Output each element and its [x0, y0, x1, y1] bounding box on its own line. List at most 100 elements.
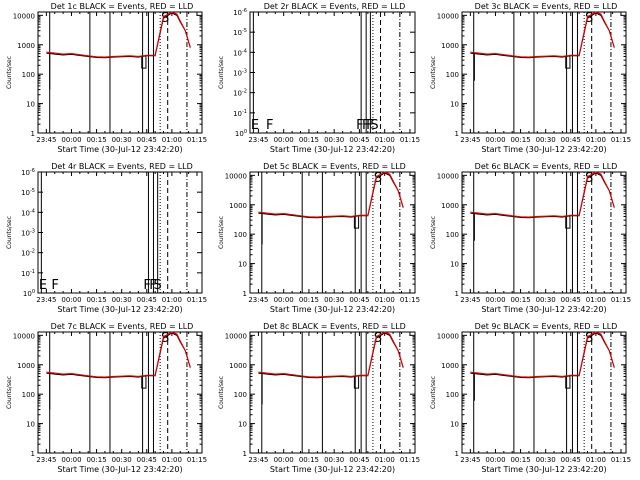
plot-frame — [461, 11, 627, 134]
x-tick-label: 00:45 — [349, 136, 369, 144]
y-tick-label: 10 — [238, 261, 247, 269]
x-tick-label: 01:15 — [611, 296, 631, 304]
y-tick-label: 10 — [238, 421, 247, 429]
x-tick-label: 00:30 — [324, 296, 344, 304]
x-axis-label: Start Time (30-Jul-12 23:42:20) — [57, 305, 182, 314]
x-axis-label: Start Time (30-Jul-12 23:42:20) — [481, 145, 606, 154]
y-tick-label: 1 — [31, 450, 35, 458]
chart-title: Det 6c BLACK = Events, RED = LLD — [475, 162, 618, 171]
x-tick-label: 00:00 — [61, 296, 81, 304]
y-tick-label: 100 — [446, 71, 459, 79]
x-tick-label: 00:45 — [561, 456, 581, 464]
x-axis-label: Start Time (30-Jul-12 23:42:20) — [57, 465, 182, 474]
y-tick-label: 10-1 — [21, 269, 35, 278]
x-tick-label: 23:45 — [460, 296, 480, 304]
flag-letter: F — [366, 118, 373, 133]
series-events-line — [470, 172, 615, 219]
flag-letter: E — [251, 118, 259, 133]
x-tick-label: 01:00 — [375, 136, 395, 144]
x-tick-label: 00:45 — [137, 296, 157, 304]
flag-letter: S — [585, 331, 593, 346]
y-axis-label: Counts/sec — [6, 56, 13, 89]
plot-frame — [37, 331, 203, 454]
y-tick-label: 10-1 — [233, 109, 247, 118]
y-tick-label: 10000 — [225, 332, 247, 340]
x-tick-label: 00:00 — [274, 136, 294, 144]
x-tick-label: 00:00 — [485, 136, 505, 144]
events-dip — [565, 216, 571, 229]
x-tick-label: 00:45 — [137, 456, 157, 464]
flag-letter: S — [374, 171, 382, 186]
y-tick-label: 1 — [31, 130, 35, 138]
x-tick-label: 01:00 — [375, 456, 395, 464]
events-dip — [141, 376, 147, 389]
x-tick-label: 01:00 — [586, 456, 606, 464]
y-axis-label: Counts/sec — [218, 216, 225, 249]
y-tick-label: 1000 — [229, 202, 247, 210]
x-tick-label: 01:15 — [187, 296, 207, 304]
chart-title: Det 9c BLACK = Events, RED = LLD — [475, 322, 618, 331]
flag-letter: S — [374, 331, 382, 346]
flag-letter: F — [149, 278, 156, 293]
y-tick-label: 10-2 — [21, 249, 35, 258]
flag-letter: S — [161, 331, 169, 346]
x-tick-label: 00:30 — [324, 136, 344, 144]
series-lld-line — [46, 331, 191, 378]
flag-letter: E — [39, 278, 47, 293]
series-events-line — [470, 12, 615, 59]
flag-letter: F — [51, 278, 58, 293]
y-tick-label: 100 — [234, 391, 247, 399]
series-events-line — [258, 172, 404, 219]
chart-panel-9: Det 9c BLACK = Events, RED = LLD Start Ti… — [430, 322, 631, 474]
y-tick-label: 1000 — [17, 362, 35, 370]
series-lld-line — [470, 171, 615, 218]
y-axis-label: Counts/sec — [6, 376, 13, 409]
y-tick-label: 100 — [22, 71, 35, 79]
plot-frame — [37, 171, 203, 294]
x-tick-label: 01:15 — [400, 296, 420, 304]
chart-panel-7: Det 7c BLACK = Events, RED = LLD Start Ti… — [6, 322, 207, 474]
x-tick-label: 00:15 — [86, 456, 106, 464]
y-tick-label: 100 — [23, 289, 35, 298]
x-tick-label: 01:15 — [611, 456, 631, 464]
x-tick-label: 00:30 — [536, 456, 556, 464]
x-tick-label: 23:45 — [460, 456, 480, 464]
x-tick-label: 00:15 — [299, 456, 319, 464]
x-tick-label: 00:00 — [274, 296, 294, 304]
y-tick-label: 10000 — [13, 12, 35, 20]
series-lld-line — [470, 331, 615, 378]
y-tick-label: 1000 — [17, 42, 35, 50]
y-tick-label: 10-5 — [233, 28, 247, 37]
x-tick-label: 00:30 — [112, 136, 132, 144]
y-tick-label: 1000 — [441, 202, 459, 210]
series-lld-line — [258, 171, 404, 218]
y-tick-label: 10-4 — [233, 48, 247, 57]
y-tick-label: 10-5 — [21, 188, 35, 197]
y-tick-label: 10 — [26, 421, 35, 429]
series-lld-line — [470, 11, 615, 58]
y-tick-label: 10000 — [437, 12, 459, 20]
series-events-line — [258, 332, 404, 379]
chart-title: Det 3c BLACK = Events, RED = LLD — [475, 2, 618, 11]
events-dip — [141, 56, 147, 69]
x-tick-label: 01:00 — [375, 296, 395, 304]
x-tick-label: 01:00 — [586, 296, 606, 304]
chart-panel-4: Det 4r BLACK = Events, RED = LLD Start Ti… — [6, 162, 207, 314]
flag-letter: S — [585, 11, 593, 26]
x-tick-label: 00:30 — [112, 296, 132, 304]
x-tick-label: 00:15 — [86, 136, 106, 144]
x-axis-label: Start Time (30-Jul-12 23:42:20) — [481, 465, 606, 474]
chart-panel-1: Det 1c BLACK = Events, RED = LLD Start Ti… — [6, 2, 207, 154]
y-tick-label: 10-6 — [21, 168, 35, 177]
x-tick-label: 00:30 — [324, 456, 344, 464]
chart-title: Det 7c BLACK = Events, RED = LLD — [51, 322, 194, 331]
flag-letter: F — [362, 118, 369, 133]
y-tick-label: 10-3 — [21, 229, 35, 238]
y-tick-label: 1 — [243, 450, 247, 458]
x-tick-label: 01:00 — [162, 296, 182, 304]
events-dip — [353, 376, 360, 389]
chart-panel-3: Det 3c BLACK = Events, RED = LLD Start Ti… — [430, 2, 631, 154]
y-tick-label: 1000 — [229, 362, 247, 370]
x-tick-label: 01:15 — [187, 136, 207, 144]
chart-title: Det 1c BLACK = Events, RED = LLD — [51, 2, 194, 11]
